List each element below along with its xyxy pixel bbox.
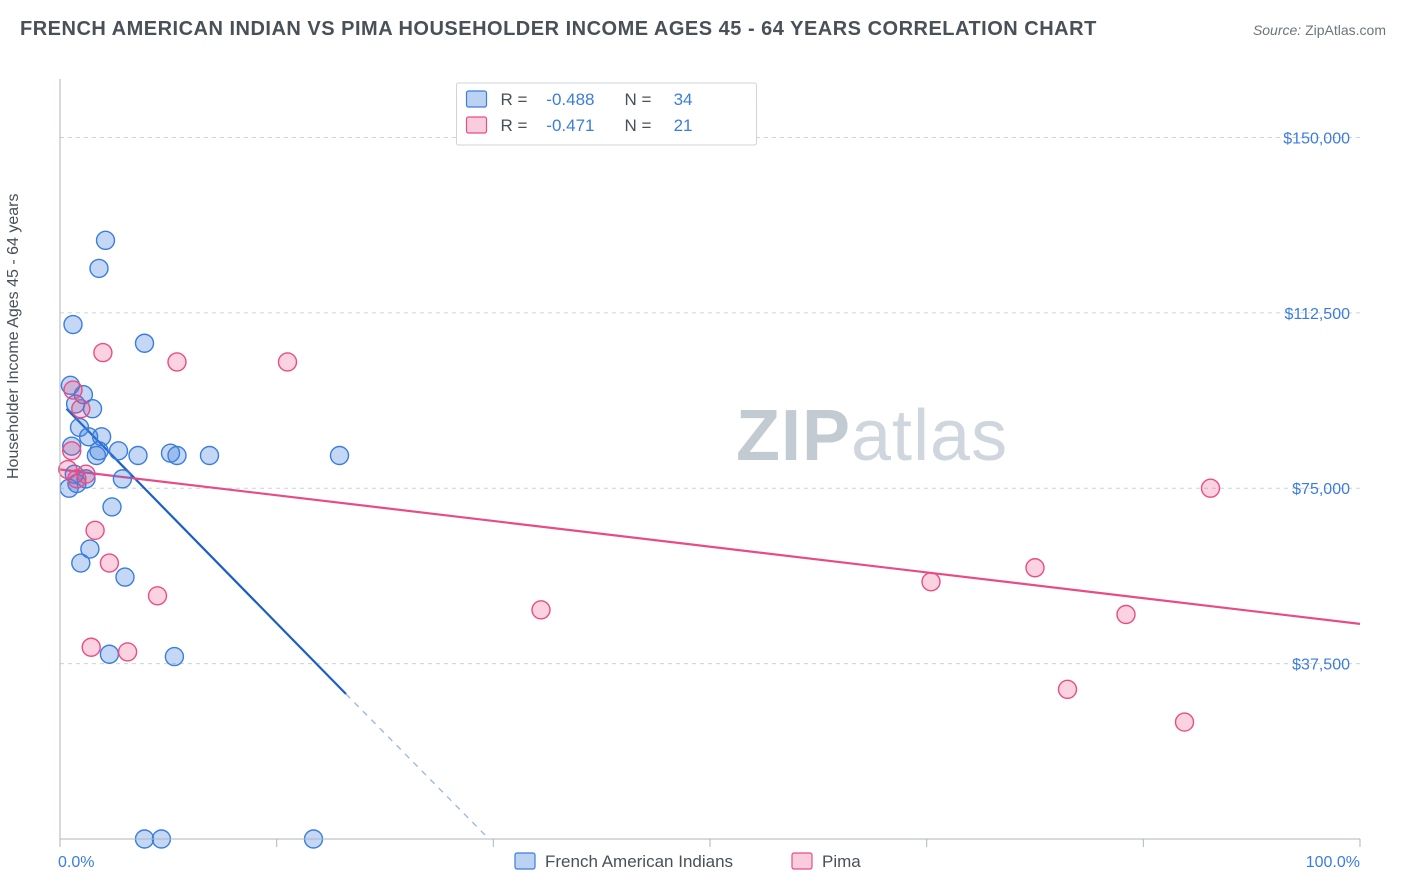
data-point	[90, 259, 108, 277]
data-point	[922, 573, 940, 591]
series-legend-label: French American Indians	[545, 852, 733, 871]
data-point	[119, 643, 137, 661]
data-point	[1026, 559, 1044, 577]
data-point	[165, 648, 183, 666]
data-point	[72, 554, 90, 572]
data-point	[94, 344, 112, 362]
x-max-label: 100.0%	[1306, 854, 1360, 871]
x-min-label: 0.0%	[58, 854, 94, 871]
y-tick-label: $112,500	[1284, 306, 1350, 323]
legend-n-label: N =	[625, 116, 652, 135]
data-point	[64, 316, 82, 334]
data-point	[1117, 606, 1135, 624]
trend-line-blue-extrapolated	[346, 694, 489, 839]
y-tick-label: $37,500	[1292, 657, 1350, 674]
data-point	[162, 444, 180, 462]
series-legend-label: Pima	[822, 852, 861, 871]
watermark: ZIPatlas	[736, 396, 1008, 476]
data-point	[64, 381, 82, 399]
legend-r-value: -0.471	[546, 116, 594, 135]
data-point	[68, 470, 86, 488]
data-point	[82, 638, 100, 656]
data-point	[201, 446, 219, 464]
data-point	[100, 554, 118, 572]
legend-swatch	[467, 117, 487, 133]
chart-title: FRENCH AMERICAN INDIAN VS PIMA HOUSEHOLD…	[20, 18, 1097, 41]
y-tick-label: $75,000	[1292, 481, 1350, 498]
data-point	[168, 353, 186, 371]
data-point	[110, 442, 128, 460]
data-point	[1059, 680, 1077, 698]
data-point	[100, 645, 118, 663]
series-legend-swatch	[792, 853, 812, 869]
legend-n-label: N =	[625, 90, 652, 109]
data-point	[97, 231, 115, 249]
data-point	[116, 568, 134, 586]
data-point	[86, 521, 104, 539]
data-point	[532, 601, 550, 619]
legend-n-value: 21	[674, 116, 693, 135]
data-point	[63, 442, 81, 460]
data-point	[113, 470, 131, 488]
data-point	[136, 334, 154, 352]
y-axis-label: Householder Income Ages 45 - 64 years	[5, 194, 23, 480]
data-point	[149, 587, 167, 605]
data-point	[279, 353, 297, 371]
y-tick-label: $150,000	[1283, 130, 1350, 147]
series-legend-swatch	[515, 853, 535, 869]
data-point	[1176, 713, 1194, 731]
data-point	[129, 446, 147, 464]
data-point	[72, 400, 90, 418]
legend-r-value: -0.488	[546, 90, 594, 109]
source-attribution: Source: ZipAtlas.com	[1253, 22, 1386, 38]
legend-swatch	[467, 91, 487, 107]
source-label: Source:	[1253, 22, 1301, 38]
data-point	[87, 446, 105, 464]
data-point	[331, 446, 349, 464]
legend-r-label: R =	[501, 116, 528, 135]
correlation-chart: $37,500 $75,000 $112,500 $150,000 ZIPatlas 0.…	[0, 49, 1406, 889]
source-value: ZipAtlas.com	[1305, 22, 1386, 38]
data-point	[1202, 479, 1220, 497]
legend-r-label: R =	[501, 90, 528, 109]
legend-n-value: 34	[674, 90, 693, 109]
data-point	[103, 498, 121, 516]
